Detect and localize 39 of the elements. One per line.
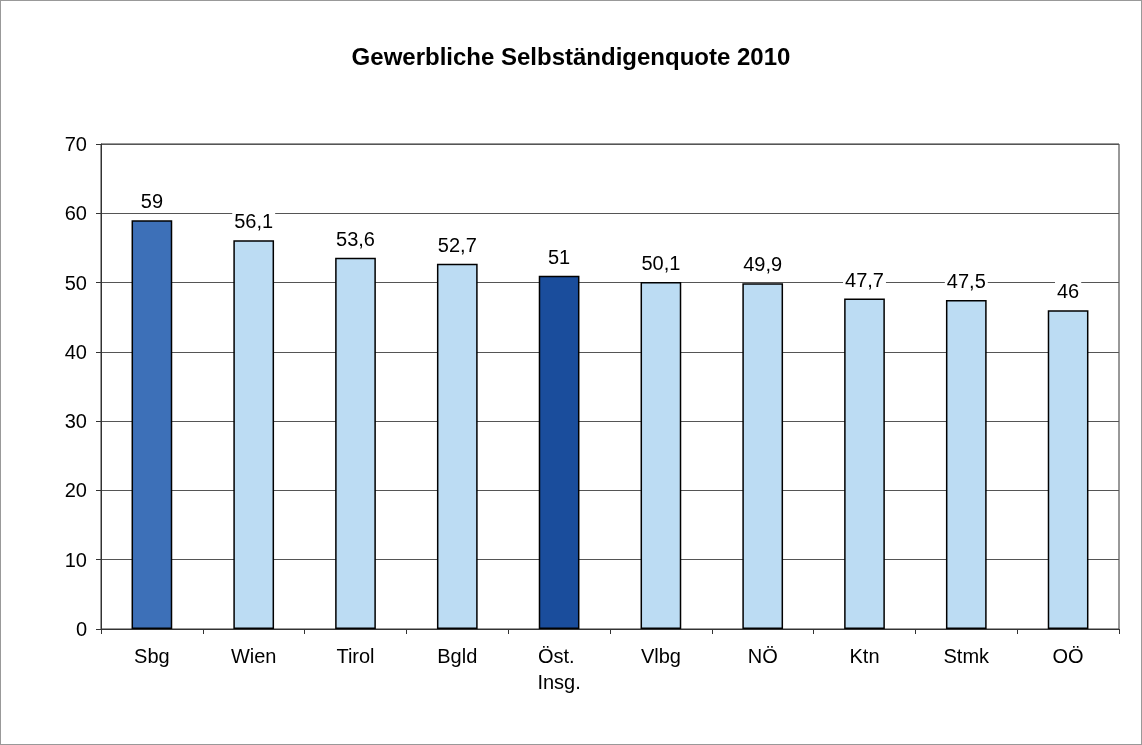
x-tick-label: Tirol xyxy=(336,645,375,667)
bar xyxy=(844,298,885,629)
x-tick-label: Ktn xyxy=(849,645,880,667)
data-label: 51 xyxy=(547,245,571,268)
data-label: 50,1 xyxy=(641,251,681,274)
x-tick-label: Öst. Insg. xyxy=(537,645,581,693)
bar xyxy=(945,299,987,629)
data-label: 49,9 xyxy=(743,253,783,276)
x-tick-label: OÖ xyxy=(1052,645,1084,667)
chart-title: Gewerbliche Selbständigenquote 2010 xyxy=(351,42,791,70)
y-tick-label: 20 xyxy=(64,479,87,502)
bar xyxy=(233,240,275,629)
x-tick-label: Sbg xyxy=(134,645,170,667)
bar xyxy=(538,275,580,629)
x-tick-label: Vlbg xyxy=(640,645,681,667)
x-tick-label: NÖ xyxy=(747,645,778,667)
data-label: 59 xyxy=(140,190,164,213)
x-tick-label: Bgld xyxy=(437,645,478,667)
y-tick-label: 40 xyxy=(64,340,87,363)
y-tick-label: 70 xyxy=(64,133,87,155)
y-tick-label: 10 xyxy=(64,548,87,571)
bar xyxy=(640,281,682,629)
data-label: 47,5 xyxy=(946,269,986,292)
y-tick-label: 60 xyxy=(64,202,87,225)
data-label: 47,7 xyxy=(845,268,884,291)
data-label: 52,7 xyxy=(437,233,477,256)
data-label: 46 xyxy=(1056,280,1080,303)
y-tick-label: 30 xyxy=(64,410,87,433)
y-tick-label: 0 xyxy=(75,618,87,640)
data-label: 56,1 xyxy=(234,210,274,233)
bar xyxy=(335,257,376,629)
bar xyxy=(1047,310,1089,629)
y-tick-label: 50 xyxy=(64,271,87,294)
x-tick-label: Stmk xyxy=(943,645,991,667)
bar xyxy=(742,283,784,629)
x-tick-label: Wien xyxy=(230,645,277,667)
data-label: 53,6 xyxy=(336,227,375,250)
bar xyxy=(131,220,173,629)
bar xyxy=(436,263,478,629)
